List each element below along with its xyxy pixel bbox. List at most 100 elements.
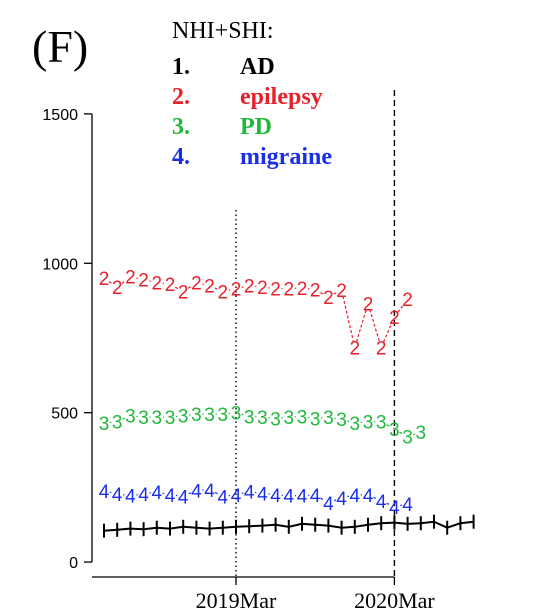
series-4-point: 4	[350, 486, 361, 507]
y-tick-label: 0	[69, 555, 78, 572]
series-3-point: 3	[416, 423, 427, 444]
legend-number: 2.	[172, 84, 190, 110]
series-4-point: 4	[231, 486, 242, 507]
series-4-point: 4	[112, 485, 123, 506]
series-3-point: 3	[350, 414, 361, 435]
series-4-point: 4	[244, 483, 255, 504]
legend-title: NHI+SHI:	[172, 18, 274, 44]
y-tick-label: 500	[51, 406, 78, 423]
series-3-point: 3	[231, 404, 242, 425]
series-3-point: 3	[402, 428, 413, 449]
series-2-segment	[174, 286, 179, 290]
series-3-point: 3	[376, 413, 387, 434]
series-4-point: 4	[297, 487, 308, 508]
series-2-point: 2	[389, 308, 400, 329]
series-2-segment	[187, 285, 192, 289]
series-4-point: 4	[178, 487, 189, 508]
reference-lines	[235, 90, 396, 577]
series-2-segment	[214, 287, 218, 290]
series-2-point: 2	[270, 280, 281, 301]
series-4-point: 4	[270, 486, 281, 507]
series-2-segment	[342, 295, 355, 342]
series-2-point: 2	[204, 277, 215, 298]
series-3-point: 3	[244, 407, 255, 428]
series-2-point: 2	[178, 283, 189, 304]
series-4-point: 4	[323, 494, 334, 515]
series-4-point: 4	[218, 487, 229, 508]
series-2-point: 2	[218, 283, 229, 304]
series-3-point: 3	[112, 413, 123, 434]
series-4-point: 4	[389, 498, 400, 519]
legend-label: AD	[240, 54, 275, 80]
series-4-point: 4	[165, 486, 176, 507]
axes: 0 500 1000 1500 2019Mar 2020Mar	[42, 107, 435, 613]
series-4-segment	[320, 497, 324, 501]
series-2-point: 2	[284, 280, 295, 301]
series-2-point: 2	[310, 281, 321, 302]
series-2-point: 2	[152, 274, 163, 295]
y-tick-label: 1000	[42, 256, 78, 273]
series-2-point: 2	[231, 280, 242, 301]
series-2-segment	[397, 303, 405, 313]
series-3-point: 3	[125, 407, 136, 428]
series-2-segment	[369, 309, 381, 342]
series-3-point: 3	[178, 407, 189, 428]
series-4-segment	[386, 502, 390, 505]
series-2-point: 2	[336, 281, 347, 302]
series-2-segment	[383, 322, 393, 343]
series-4-segment	[333, 499, 337, 502]
series-3-point: 3	[323, 408, 334, 429]
legend: 1. AD 2. epilepsy 3. PD 4. migraine	[172, 54, 332, 170]
series-4-point: 4	[204, 481, 215, 502]
series-3-point: 3	[165, 408, 176, 429]
series-3-point: 3	[270, 410, 281, 431]
series-2-segment	[320, 291, 324, 295]
series-4-point: 4	[376, 492, 387, 513]
x-tick-label: 2020Mar	[354, 588, 435, 613]
series-3-point: 3	[336, 410, 347, 431]
series-3-point: 3	[99, 414, 110, 435]
series-2-segment	[121, 279, 127, 284]
series-2-point: 2	[350, 339, 361, 360]
series-3-segment	[122, 417, 126, 420]
legend-label: epilepsy	[240, 84, 323, 110]
series-2-point: 2	[165, 275, 176, 296]
series-4-point: 4	[310, 486, 321, 507]
series-3-point: 3	[204, 405, 215, 426]
series-2-point: 2	[138, 271, 149, 292]
series-3-point: 3	[310, 410, 321, 431]
series-2-segment	[333, 292, 337, 295]
series-2-point: 2	[297, 279, 308, 300]
series-4-point: 4	[152, 483, 163, 504]
series-4-segment	[188, 492, 192, 495]
series-4-point: 4	[336, 489, 347, 510]
legend-number: 1.	[172, 54, 190, 80]
series-3-point: 3	[152, 408, 163, 429]
series-2-segment	[108, 281, 113, 285]
series-4-point: 4	[125, 487, 136, 508]
series-4-point: 4	[284, 487, 295, 508]
series-4-point: 4	[363, 486, 374, 507]
x-tick-label: 2019Mar	[196, 588, 277, 613]
series-4-segment	[373, 496, 376, 499]
series-3-segment	[399, 431, 403, 435]
series-4-point: 4	[191, 481, 202, 502]
series-2-point: 2	[363, 295, 374, 316]
series-3-point: 3	[257, 408, 268, 429]
series-3-segment	[386, 424, 390, 427]
series-2-point: 2	[191, 274, 202, 295]
series-3-point: 3	[389, 420, 400, 441]
panel-label: (F)	[32, 21, 88, 72]
series-3-point: 3	[218, 405, 229, 426]
legend-label: migraine	[240, 144, 332, 170]
legend-number: 3.	[172, 114, 190, 140]
legend-label: PD	[240, 114, 272, 140]
series-2-point: 2	[112, 278, 123, 299]
series-4-point: 4	[402, 495, 413, 516]
series-2-point: 2	[376, 339, 387, 360]
series-2-point: 2	[99, 269, 110, 290]
series-4-point: 4	[257, 484, 268, 505]
series-3-segment	[413, 433, 416, 436]
